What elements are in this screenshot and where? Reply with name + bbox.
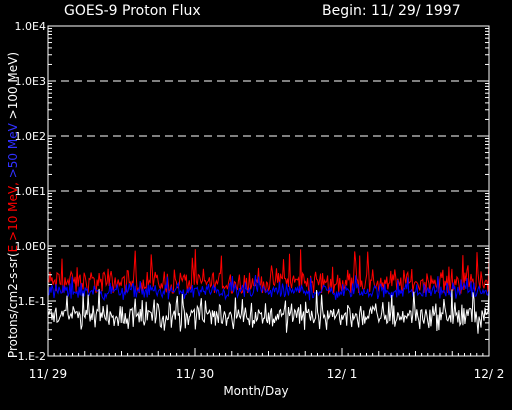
x-tick-label: 12/ 2 [474,367,505,381]
series-line-10mev [47,249,490,295]
y-axis-label-50mev: >50 MeV [6,123,20,183]
y-tick-label: 1.0E0 [15,240,46,253]
series-layer [47,249,490,334]
y-axis-label-prefix: Protons/cm2-s-sr( [6,252,20,359]
y-tick-label: 1.E-1 [18,295,46,308]
chart-begin-date: Begin: 11/ 29/ 1997 [322,3,461,19]
x-tick-label: 11/ 30 [176,367,214,381]
x-tick-label: 12/ 1 [327,367,358,381]
x-tick-label: 11/ 29 [29,367,67,381]
y-tick-label: 1.0E2 [15,130,46,143]
y-tick-label: 1.E-2 [18,350,46,363]
y-axis-label-100mev: >100 MeV) [6,51,20,124]
series-line-50mev [47,274,490,302]
y-axis-label-10mev: E >10 MeV, [6,182,20,253]
y-tick-label: 1.0E4 [15,20,46,33]
axis-ticks: 1.E-2 1.E-1 1.0E0 1.0E1 1.0E2 1.0E3 1.0E4 11/ 2… [15,20,505,381]
y-axis-label: Protons/cm2-s-sr(E >10 MeV, >50 MeV >100… [6,35,22,375]
grid-lines [48,80,489,247]
chart-title: GOES-9 Proton Flux [64,3,201,19]
x-axis-label: Month/Day [223,384,289,398]
series-line-100mev [47,288,490,334]
y-tick-label: 1.0E1 [15,185,46,198]
y-tick-label: 1.0E3 [15,75,46,88]
